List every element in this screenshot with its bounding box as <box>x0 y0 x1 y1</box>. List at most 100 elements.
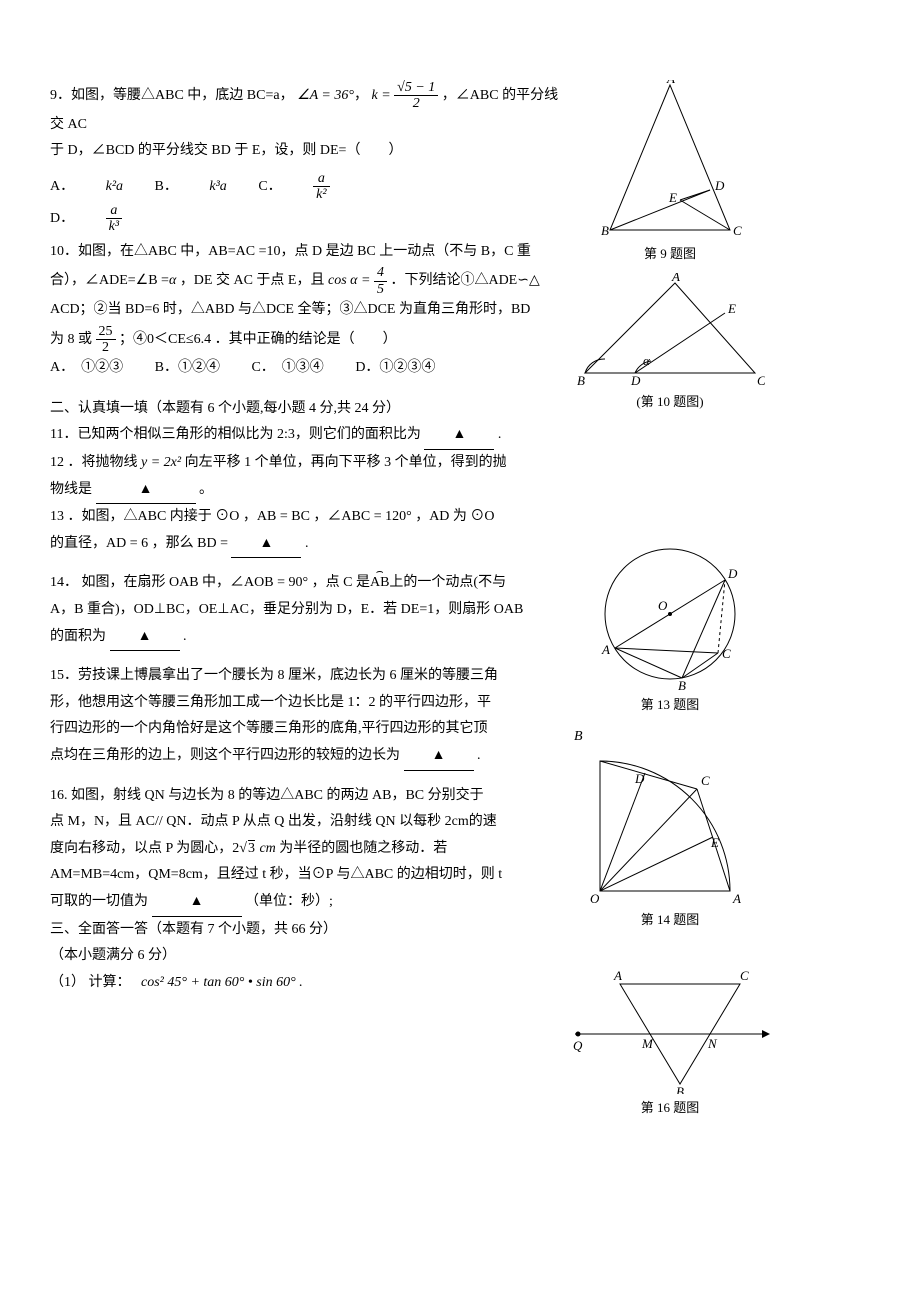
svg-text:D: D <box>714 178 725 193</box>
optB-val: k³a <box>209 179 226 194</box>
q16: 16. 如图，射线 QN 与边长为 8 的等边△ABC 的两边 AB，BC 分别… <box>50 783 560 917</box>
q16-d: AM=MB=4cm，QM=8cm，且经过 t 秒，当⊙P 与△ABC 的边相切时… <box>50 862 560 889</box>
q14: 14． 如图，在扇形 OAB 中，∠AOB = 90° ，点 C 是AB上的一个… <box>50 570 560 651</box>
svg-text:N: N <box>707 1036 718 1051</box>
fig14: B O A C D E 第 14 题图 <box>570 724 770 932</box>
bd-num: 25 <box>96 324 116 340</box>
optB-label: B． <box>155 174 178 201</box>
fig16-svg: A C B Q M N <box>570 964 770 1094</box>
bd-den: 2 <box>96 340 116 355</box>
rad-coef: 2 <box>232 841 239 856</box>
q10-l3: ACD；②当 BD=6 时，△ABD 与△DCE 全等；③△DCE 为直角三角形… <box>50 297 560 324</box>
q13-b: 的直径，AD = 6 ，那么 BD = <box>50 536 228 551</box>
optC-label: C． <box>258 174 281 201</box>
q15-b: 形，他想用这个等腰三角形加工成一个边长比是 1：2 的平行四边形，平 <box>50 690 560 717</box>
q11-blank: ▲ <box>424 422 494 450</box>
optB: B．①②④ <box>155 355 220 382</box>
fig13: O A B C D 第 13 题图 <box>570 536 770 718</box>
q16-a: 16. 如图，射线 QN 与边长为 8 的等边△ABC 的两边 AB，BC 分别… <box>50 783 560 810</box>
q10-options: A． ①②③ B．①②④ C． ①③④ D．①②③④ <box>50 355 560 382</box>
q14-a2: 上的一个动点(不与 <box>389 575 506 590</box>
q13-blank: ▲ <box>231 531 301 559</box>
q16-b: 点 M，N，且 AC// QN．动点 P 从点 Q 出发，沿射线 QN 以每秒 … <box>50 809 560 836</box>
svg-text:E: E <box>727 301 736 316</box>
q16-c1: 度向右移动，以点 P 为圆心， <box>50 841 232 856</box>
q10-l2c: ．下列结论①△ADE∽△ <box>390 273 539 288</box>
q10-l2a: 合），∠ADE=∠B = <box>50 273 169 288</box>
q11: 11．已知两个相似三角形的相似比为 2:3，则它们的面积比为 ▲ . <box>50 422 560 450</box>
optD-num: a <box>110 203 117 218</box>
fig13-svg: O A B C D <box>590 536 750 691</box>
svg-text:C: C <box>733 223 742 238</box>
q16-c2: 为半径的圆也随之移动．若 <box>279 841 447 856</box>
optD-den: k³ <box>109 219 119 234</box>
alpha: α <box>169 273 176 288</box>
q10: 10．如图，在△ABC 中，AB=AC =10，点 D 是边 BC 上一动点（不… <box>50 239 560 382</box>
svg-text:B: B <box>678 678 686 691</box>
q11-a: 11．已知两个相似三角形的相似比为 2:3，则它们的面积比为 <box>50 427 421 442</box>
fig9: A B C D E 第 9 题图 <box>570 80 770 267</box>
optC-num: a <box>318 171 325 186</box>
q10-l1: 10．如图，在△ABC 中，AB=AC =10，点 D 是边 BC 上一动点（不… <box>50 239 560 266</box>
q15: 15．劳技课上博晨拿出了一个腰长为 8 厘米，底边长为 6 厘米的等腰三角 形，… <box>50 663 560 770</box>
svg-text:B: B <box>601 223 609 238</box>
fig14-svg: O A C D E <box>585 751 755 906</box>
svg-text:A: A <box>732 891 741 906</box>
q16-f: （单位：秒）; <box>245 894 333 909</box>
svg-text:A: A <box>613 968 622 983</box>
svg-text:E: E <box>668 190 677 205</box>
q12-eq: y = 2x² <box>141 455 181 470</box>
fig14-caption: 第 14 题图 <box>570 908 770 933</box>
svg-text:α: α <box>643 353 651 368</box>
rad-sqrt: 3 <box>247 841 256 856</box>
fig9-svg: A B C D E <box>595 80 745 240</box>
q14-a: 14． 如图，在扇形 OAB 中，∠AOB = 90° ，点 C 是 <box>50 575 370 590</box>
svg-text:D: D <box>630 373 641 388</box>
svg-text:C: C <box>757 373 765 388</box>
q9: 9．如图，等腰△ABC 中，底边 BC=a， ∠A = 36°， k = √5 … <box>50 80 560 235</box>
q9-line2: 于 D，∠BCD 的平分线交 BD 于 E，设，则 DE=（ ） <box>50 138 560 165</box>
q10-l4a: 为 8 或 <box>50 332 92 347</box>
optA: A． ①②③ <box>50 355 123 382</box>
fig10-svg: A B C D E α <box>575 273 765 388</box>
fig9-caption: 第 9 题图 <box>570 242 770 267</box>
q15-d: 点均在三角形的边上，则这个平行四边形的较短的边长为 <box>50 748 400 763</box>
section2-header: 二、认真填一填（本题有 6 个小题,每小题 4 分,共 24 分） <box>50 396 560 423</box>
k-den: 2 <box>394 96 438 111</box>
q9-options: A． k²a B． k³a C． ak² D． ak³ <box>50 171 560 235</box>
q9-k-eq: k = √5 − 12 <box>371 88 441 103</box>
section3-sub: （本小题满分 6 分） <box>50 943 560 970</box>
svg-text:C: C <box>740 968 749 983</box>
figure-column: A B C D E 第 9 题图 A B <box>570 80 770 1121</box>
q17: （1） 计算： cos² 45° + tan 60° • sin 60° . <box>50 970 560 997</box>
range: 0＜CE≤6.4 <box>147 332 211 347</box>
q14-blank: ▲ <box>110 624 180 652</box>
q17-a: （1） 计算： <box>50 975 138 990</box>
fig10-caption: (第 10 题图) <box>570 390 770 415</box>
optC-den: k² <box>316 187 326 202</box>
k-num: √5 − 1 <box>394 80 438 96</box>
q10-l2: 合），∠ADE=∠B =α ，DE 交 AC 于点 E，且 cos α = 45… <box>50 265 560 297</box>
optA-label: A． <box>50 174 74 201</box>
svg-text:O: O <box>658 598 668 613</box>
optD: D．①②③④ <box>355 355 435 382</box>
optA-val: k²a <box>106 179 123 194</box>
fig10: A B C D E α (第 10 题图) <box>570 273 770 415</box>
fig16: A C B Q M N 第 16 题图 <box>570 964 770 1121</box>
q10-l4: 为 8 或 252 ；④0＜CE≤6.4 ．其中正确的结论是（ ） <box>50 324 560 356</box>
sep: ， <box>354 88 368 103</box>
q12-d: 。 <box>199 482 213 497</box>
q9-angleA: ∠A = 36° <box>297 88 354 103</box>
svg-text:A: A <box>671 273 680 284</box>
q9-text-1: 9．如图，等腰△ABC 中，底边 BC=a， <box>50 88 294 103</box>
svg-text:D: D <box>727 566 738 581</box>
svg-text:O: O <box>590 891 600 906</box>
fig16-caption: 第 16 题图 <box>570 1096 770 1121</box>
optC: C． ①③④ <box>251 355 323 382</box>
q16-blank: ▲ <box>152 889 242 917</box>
q15-c: 行四边形的一个内角恰好是这个等腰三角形的底角,平行四边形的其它顶 <box>50 716 560 743</box>
q14-b: A，B 重合)，OD⊥BC，OE⊥AC，垂足分别为 D，E．若 DE=1，则扇形… <box>50 597 560 624</box>
cos-num: 4 <box>374 265 387 281</box>
svg-text:A: A <box>601 642 610 657</box>
q16-e: 可取的一切值为 <box>50 894 148 909</box>
